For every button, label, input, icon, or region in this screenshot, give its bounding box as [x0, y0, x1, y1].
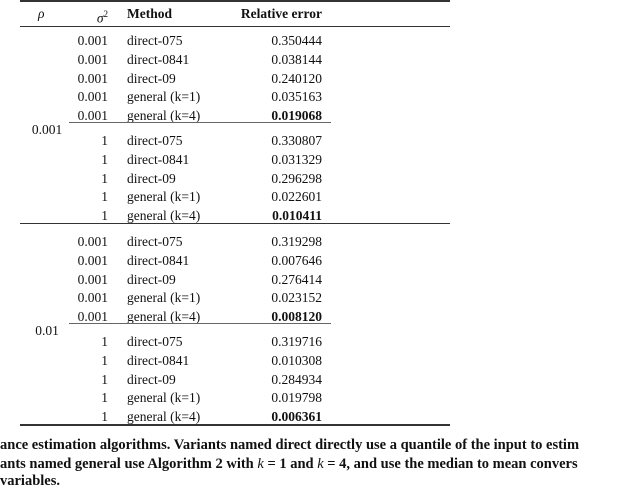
relative-error-cell: 0.010411 — [272, 208, 322, 224]
relative-error-cell: 0.284934 — [271, 371, 322, 387]
relative-error-cell: 0.006361 — [271, 409, 322, 425]
relative-error-cell: 0.010308 — [271, 352, 322, 368]
method-cell: general (k=1) — [127, 290, 201, 306]
caption-line-2: ants named general use Algorithm 2 with … — [0, 456, 578, 472]
sigma-squared-cell: 1 — [101, 151, 108, 167]
relative-error-cell: 0.031329 — [271, 151, 322, 167]
sigma-squared-cell: 1 — [101, 189, 108, 205]
relative-error-cell: 0.019068 — [271, 108, 322, 124]
sigma-squared-cell: 0.001 — [77, 89, 108, 105]
sigma-squared-cell: 1 — [101, 334, 108, 349]
method-cell: general (k=1) — [127, 89, 201, 105]
method-cell: direct-0841 — [127, 51, 190, 67]
rho-cell: 0.01 — [35, 323, 59, 338]
method-cell: direct-09 — [127, 271, 176, 287]
relative-error-cell: 0.022601 — [271, 189, 322, 205]
relative-error-cell: 0.008120 — [271, 309, 322, 325]
header-sigma-squared: σ2 — [60, 6, 108, 27]
method-cell: general (k=4) — [127, 208, 201, 224]
method-cell: direct-0841 — [127, 151, 190, 167]
method-cell: direct-0841 — [127, 352, 190, 368]
sigma-squared-cell: 1 — [101, 352, 108, 368]
rho-cell: 0.001 — [31, 122, 63, 137]
sigma-squared-cell: 1 — [101, 390, 108, 406]
header-rho: ρ — [38, 6, 45, 21]
relative-error-cell: 0.007646 — [271, 252, 322, 268]
relative-error-cell: 0.038144 — [271, 51, 322, 67]
block-rule — [69, 122, 331, 123]
relative-error-cell: 0.330807 — [271, 133, 322, 148]
sigma-squared-cell: 0.001 — [77, 70, 108, 86]
sigma-squared-cell: 1 — [101, 208, 108, 224]
method-cell: direct-09 — [127, 70, 176, 86]
top-rule — [20, 0, 450, 2]
relative-error-cell: 0.319716 — [271, 334, 322, 349]
sigma-squared-cell: 1 — [101, 133, 108, 148]
caption-line-3: variables. — [0, 473, 61, 489]
group-rule — [20, 424, 450, 426]
group-rule — [20, 223, 450, 224]
sigma-squared-cell: 0.001 — [77, 108, 108, 124]
method-cell: direct-075 — [127, 33, 183, 48]
method-cell: direct-0841 — [127, 252, 190, 268]
sigma-squared-cell: 1 — [101, 170, 108, 186]
method-cell: general (k=4) — [127, 108, 201, 124]
relative-error-cell: 0.276414 — [271, 271, 322, 287]
relative-error-cell: 0.296298 — [271, 170, 322, 186]
header-rule — [20, 26, 450, 27]
relative-error-cell: 0.240120 — [271, 70, 322, 86]
relative-error-cell: 0.350444 — [271, 33, 322, 48]
sigma-squared-cell: 0.001 — [77, 33, 108, 48]
sigma-squared-cell: 0.001 — [77, 234, 108, 249]
header-relative-error: Relative error — [240, 6, 322, 21]
superscript: 2 — [103, 9, 109, 19]
method-cell: general (k=1) — [127, 390, 201, 406]
block-rule — [69, 323, 331, 324]
sigma-squared-cell: 0.001 — [77, 290, 108, 306]
sigma-squared-cell: 0.001 — [77, 309, 108, 325]
method-cell: direct-075 — [127, 234, 183, 249]
header-method: Method — [127, 6, 172, 21]
method-cell: direct-09 — [127, 170, 176, 186]
sigma-squared-cell: 0.001 — [77, 51, 108, 67]
sigma-squared-cell: 1 — [101, 371, 108, 387]
sigma-symbol: σ — [96, 10, 104, 26]
method-cell: direct-09 — [127, 371, 176, 387]
sigma-squared-cell: 0.001 — [77, 271, 108, 287]
relative-error-cell: 0.319298 — [271, 234, 322, 249]
method-cell: general (k=4) — [127, 309, 201, 325]
method-cell: general (k=1) — [127, 189, 201, 205]
method-cell: general (k=4) — [127, 409, 201, 425]
caption-line-1: ance estimation algorithms. Variants nam… — [0, 437, 580, 453]
method-cell: direct-075 — [127, 334, 183, 349]
relative-error-cell: 0.019798 — [271, 390, 322, 406]
method-cell: direct-075 — [127, 133, 183, 148]
relative-error-cell: 0.035163 — [271, 89, 322, 105]
sigma-squared-cell: 0.001 — [77, 252, 108, 268]
relative-error-cell: 0.023152 — [271, 290, 322, 306]
sigma-squared-cell: 1 — [101, 409, 108, 425]
